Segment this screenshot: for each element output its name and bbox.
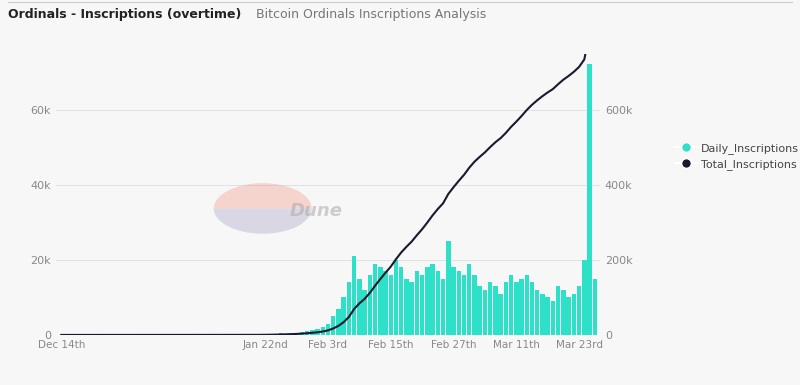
Bar bbox=[263, 334, 267, 335]
Bar bbox=[410, 283, 414, 335]
Bar bbox=[535, 290, 539, 335]
Bar bbox=[346, 283, 351, 335]
Wedge shape bbox=[214, 183, 312, 209]
Bar bbox=[540, 294, 545, 335]
Bar bbox=[305, 331, 310, 335]
Bar bbox=[488, 283, 492, 335]
Bar bbox=[362, 290, 367, 335]
Bar bbox=[420, 275, 424, 335]
Bar bbox=[509, 275, 514, 335]
Text: Bitcoin Ordinals Inscriptions Analysis: Bitcoin Ordinals Inscriptions Analysis bbox=[256, 8, 486, 21]
Bar bbox=[378, 268, 382, 335]
Bar bbox=[556, 286, 560, 335]
Bar bbox=[321, 328, 325, 335]
Bar bbox=[289, 333, 294, 335]
Bar bbox=[404, 279, 409, 335]
Bar bbox=[482, 290, 487, 335]
Legend: Daily_Inscriptions, Total_Inscriptions: Daily_Inscriptions, Total_Inscriptions bbox=[671, 138, 800, 174]
Bar bbox=[315, 329, 320, 335]
Bar bbox=[530, 283, 534, 335]
Bar bbox=[478, 286, 482, 335]
Text: Dune: Dune bbox=[290, 202, 343, 220]
Bar bbox=[561, 290, 566, 335]
Bar bbox=[446, 241, 450, 335]
Bar bbox=[278, 333, 283, 335]
Bar bbox=[472, 275, 477, 335]
Bar bbox=[336, 309, 341, 335]
Bar bbox=[326, 324, 330, 335]
Bar bbox=[577, 286, 582, 335]
Bar bbox=[352, 256, 356, 335]
Bar bbox=[300, 332, 304, 335]
Bar bbox=[399, 268, 403, 335]
Bar bbox=[514, 283, 518, 335]
Bar bbox=[284, 334, 288, 335]
Bar bbox=[550, 301, 555, 335]
Bar bbox=[451, 268, 456, 335]
Bar bbox=[493, 286, 498, 335]
Bar bbox=[546, 298, 550, 335]
Bar bbox=[436, 271, 440, 335]
Bar bbox=[430, 264, 435, 335]
Bar bbox=[462, 275, 466, 335]
Bar bbox=[373, 264, 378, 335]
Bar bbox=[587, 64, 592, 335]
Bar bbox=[294, 333, 299, 335]
Bar bbox=[566, 298, 571, 335]
Bar bbox=[357, 279, 362, 335]
Bar bbox=[572, 294, 576, 335]
Bar bbox=[342, 298, 346, 335]
Bar bbox=[394, 260, 398, 335]
Bar bbox=[383, 271, 388, 335]
Bar bbox=[593, 279, 597, 335]
Bar bbox=[498, 294, 503, 335]
Bar bbox=[525, 275, 529, 335]
Wedge shape bbox=[214, 209, 312, 234]
Bar bbox=[368, 275, 372, 335]
Bar bbox=[441, 279, 446, 335]
Bar bbox=[389, 275, 393, 335]
Bar bbox=[331, 316, 335, 335]
Bar bbox=[504, 283, 508, 335]
Bar bbox=[467, 264, 471, 335]
Bar bbox=[519, 279, 524, 335]
Bar bbox=[310, 330, 314, 335]
Text: Ordinals - Inscriptions (overtime): Ordinals - Inscriptions (overtime) bbox=[8, 8, 242, 21]
Bar bbox=[414, 271, 419, 335]
Bar bbox=[425, 268, 430, 335]
Bar bbox=[274, 334, 278, 335]
Bar bbox=[457, 271, 461, 335]
Bar bbox=[582, 260, 586, 335]
